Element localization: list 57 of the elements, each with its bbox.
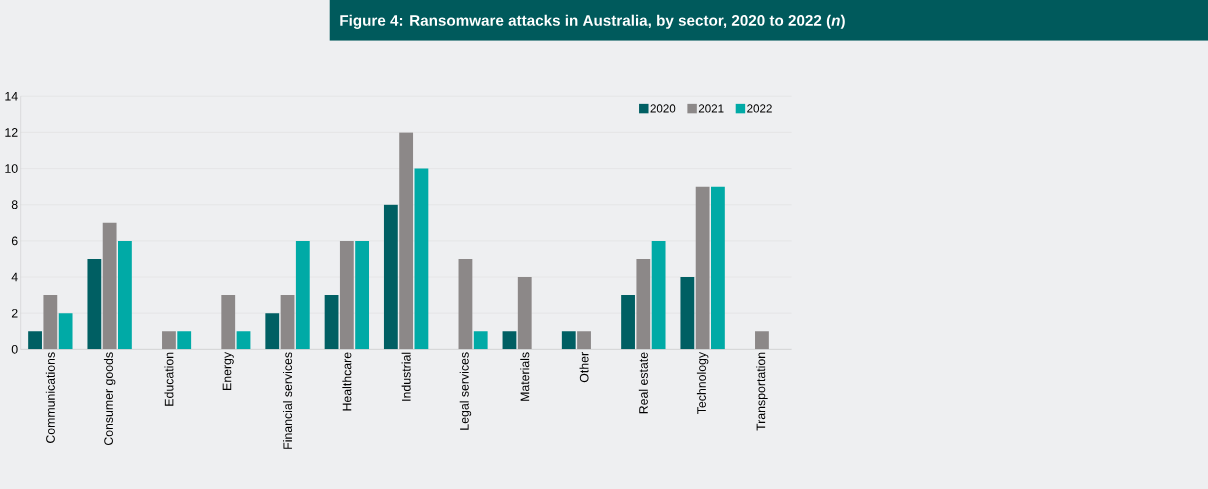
x-tick-label: Industrial bbox=[401, 352, 411, 401]
x-tick-label: Financial services bbox=[283, 352, 293, 449]
bar bbox=[680, 276, 695, 350]
x-tick-label: Technology bbox=[696, 351, 709, 414]
bar bbox=[324, 294, 339, 350]
x-tick-label: Real estate bbox=[638, 352, 648, 413]
bar bbox=[621, 294, 635, 350]
bar bbox=[755, 331, 769, 350]
bar bbox=[236, 331, 251, 350]
bar bbox=[561, 331, 576, 350]
x-tick-label: Communications bbox=[45, 352, 55, 443]
bar bbox=[118, 240, 132, 350]
bar bbox=[577, 331, 591, 350]
bar bbox=[177, 331, 192, 350]
legend-label: 2022 bbox=[747, 104, 772, 113]
bar bbox=[87, 258, 102, 350]
bar bbox=[636, 258, 651, 350]
x-tick-label: Transportation bbox=[756, 352, 768, 431]
bar bbox=[711, 186, 725, 350]
y-tick-label: 10 bbox=[5, 163, 18, 173]
bar bbox=[355, 240, 370, 350]
x-tick-label: Legal services bbox=[459, 352, 472, 430]
x-tick-label: Education bbox=[164, 352, 174, 406]
bar bbox=[339, 240, 354, 350]
bar bbox=[414, 168, 429, 350]
y-tick-label: 14 bbox=[5, 91, 18, 101]
bar bbox=[102, 222, 117, 350]
bar bbox=[399, 132, 414, 350]
y-tick-label: 2 bbox=[11, 308, 18, 318]
bar bbox=[458, 258, 473, 350]
x-tick-label: Other bbox=[579, 351, 589, 382]
y-tick-label: 12 bbox=[5, 127, 18, 137]
y-tick-label: 4 bbox=[11, 272, 18, 282]
bar bbox=[295, 240, 310, 350]
x-tick-label: Consumer goods bbox=[103, 352, 116, 445]
bar bbox=[383, 204, 398, 350]
y-tick-label: 6 bbox=[11, 236, 18, 246]
bar bbox=[280, 294, 295, 350]
bar bbox=[43, 294, 58, 350]
bar bbox=[221, 294, 236, 350]
chart-title: Figure 4: Ransomware attacks in Australia, by sector, 2020 to 2022 (n) bbox=[340, 14, 845, 29]
legend-label: 2020 bbox=[650, 104, 676, 113]
bar bbox=[265, 312, 280, 350]
bar bbox=[58, 312, 73, 350]
x-tick-label: Materials bbox=[520, 352, 530, 401]
bar bbox=[28, 331, 42, 350]
bar bbox=[473, 331, 488, 350]
bar bbox=[651, 240, 666, 350]
x-tick-label: Healthcare bbox=[342, 352, 352, 411]
y-tick-label: 8 bbox=[11, 200, 18, 209]
y-tick-label: 0 bbox=[11, 344, 18, 354]
legend-label: 2021 bbox=[698, 104, 724, 113]
bar bbox=[502, 331, 517, 350]
x-tick-label: Energy bbox=[222, 351, 234, 390]
bar bbox=[162, 331, 176, 350]
bar bbox=[695, 186, 710, 350]
bar bbox=[517, 276, 532, 350]
